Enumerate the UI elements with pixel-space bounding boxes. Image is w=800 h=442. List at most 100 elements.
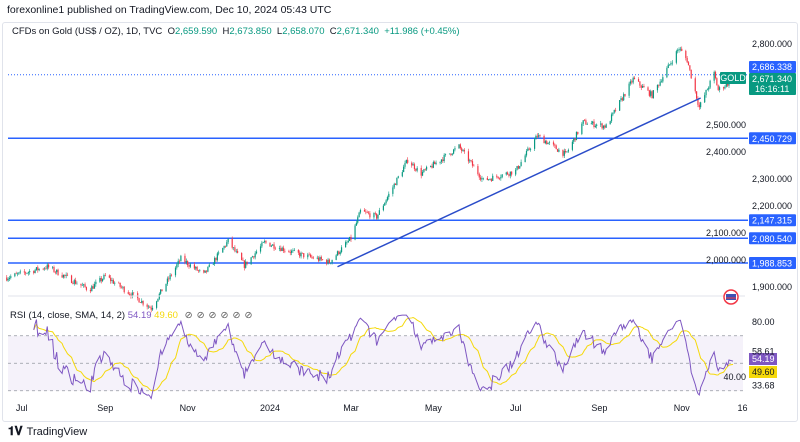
candle: [384, 203, 386, 206]
candle: [694, 78, 696, 92]
candle: [232, 247, 235, 248]
hidden-icon[interactable]: ⊘: [220, 310, 229, 321]
candle: [14, 273, 16, 277]
candle: [365, 211, 367, 213]
candle: [403, 166, 405, 173]
candle: [662, 77, 664, 82]
candle: [142, 300, 144, 305]
hidden-icon[interactable]: ⊘: [232, 310, 241, 321]
change-value: +11.986 (+0.45%): [384, 26, 460, 37]
rsi-value: 54.19: [127, 310, 152, 321]
candle: [151, 307, 154, 310]
time-tick-label: Sep: [97, 403, 113, 413]
candle: [374, 213, 376, 214]
rsi-value-badge: [749, 353, 777, 365]
candle: [311, 256, 313, 258]
candle: [392, 187, 394, 194]
flag-icon[interactable]: [723, 289, 739, 305]
candle: [216, 253, 218, 261]
time-tick-label: Sep: [591, 403, 607, 413]
time-tick-label: Jul: [16, 403, 28, 413]
level-badge-bg: [749, 257, 796, 270]
price-tick-label: 2,400.000: [706, 147, 746, 157]
candle: [709, 80, 711, 88]
time-tick-label: Nov: [180, 403, 197, 413]
candle: [122, 286, 124, 288]
candle: [8, 277, 11, 279]
candle: [81, 285, 83, 286]
candle: [6, 277, 8, 281]
candle: [349, 236, 351, 241]
candle: [566, 151, 568, 153]
candle: [440, 159, 443, 162]
candle: [670, 63, 672, 65]
candle: [639, 81, 641, 86]
time-tick-label: 16: [737, 403, 747, 413]
candle: [411, 162, 413, 166]
candle: [180, 255, 182, 262]
chart-frame: [2, 22, 798, 422]
candle: [675, 51, 677, 63]
candle: [345, 242, 347, 248]
tradingview-logo-icon[interactable]: 𝟏𝐕: [8, 424, 23, 438]
candle: [214, 257, 216, 265]
badge-symbol: GOLD: [720, 73, 746, 83]
candle: [450, 153, 452, 155]
candle: [282, 247, 285, 251]
candle: [509, 171, 511, 176]
candle: [538, 135, 540, 137]
candle: [253, 256, 255, 258]
candle: [250, 257, 252, 265]
candle: [292, 250, 294, 252]
candle: [185, 261, 187, 263]
hidden-icon[interactable]: ⊘: [184, 310, 193, 321]
candle: [187, 261, 189, 266]
candle: [89, 289, 92, 292]
candle: [467, 151, 470, 162]
candles: [6, 46, 734, 313]
candle: [270, 245, 272, 247]
candle: [656, 85, 659, 91]
candle: [385, 200, 387, 204]
candle: [431, 165, 433, 168]
candle: [170, 274, 173, 276]
rsi-axis-label: 58.61: [752, 346, 775, 356]
candle: [199, 270, 201, 271]
candle: [57, 269, 59, 276]
candle: [340, 247, 343, 253]
candle: [203, 270, 205, 273]
rsi-sma-line: [33, 317, 734, 392]
candle: [577, 131, 579, 134]
trend-line[interactable]: [337, 97, 701, 268]
candle: [237, 251, 239, 253]
candle: [507, 172, 509, 175]
candle: [716, 78, 718, 86]
candle: [272, 244, 274, 246]
candle: [207, 266, 209, 272]
candle: [486, 177, 488, 180]
hidden-icon[interactable]: ⊘: [244, 310, 253, 321]
candle: [65, 274, 67, 276]
level-badge: 2,147.315: [752, 216, 792, 226]
candle: [407, 159, 409, 163]
candle: [133, 292, 135, 294]
candle: [528, 148, 530, 150]
candle: [99, 278, 101, 282]
candle: [388, 193, 390, 198]
horizontal-levels: 2,450.729 2,147.315 2,080.540 1,988.853: [8, 74, 796, 270]
candle: [123, 286, 125, 293]
candle: [308, 254, 310, 256]
rsi-pane: 54.19 49.60 80.00 58.61 40.00 33.68: [8, 314, 777, 400]
candle: [56, 269, 58, 273]
candle: [262, 242, 264, 243]
candle: [34, 269, 36, 273]
hidden-icon[interactable]: ⊘: [208, 310, 217, 321]
candle: [328, 259, 330, 264]
candle: [35, 267, 38, 270]
candle: [689, 65, 691, 70]
candle: [288, 250, 290, 252]
candle: [234, 247, 236, 252]
candle: [563, 151, 565, 156]
hidden-icon[interactable]: ⊘: [196, 310, 205, 321]
